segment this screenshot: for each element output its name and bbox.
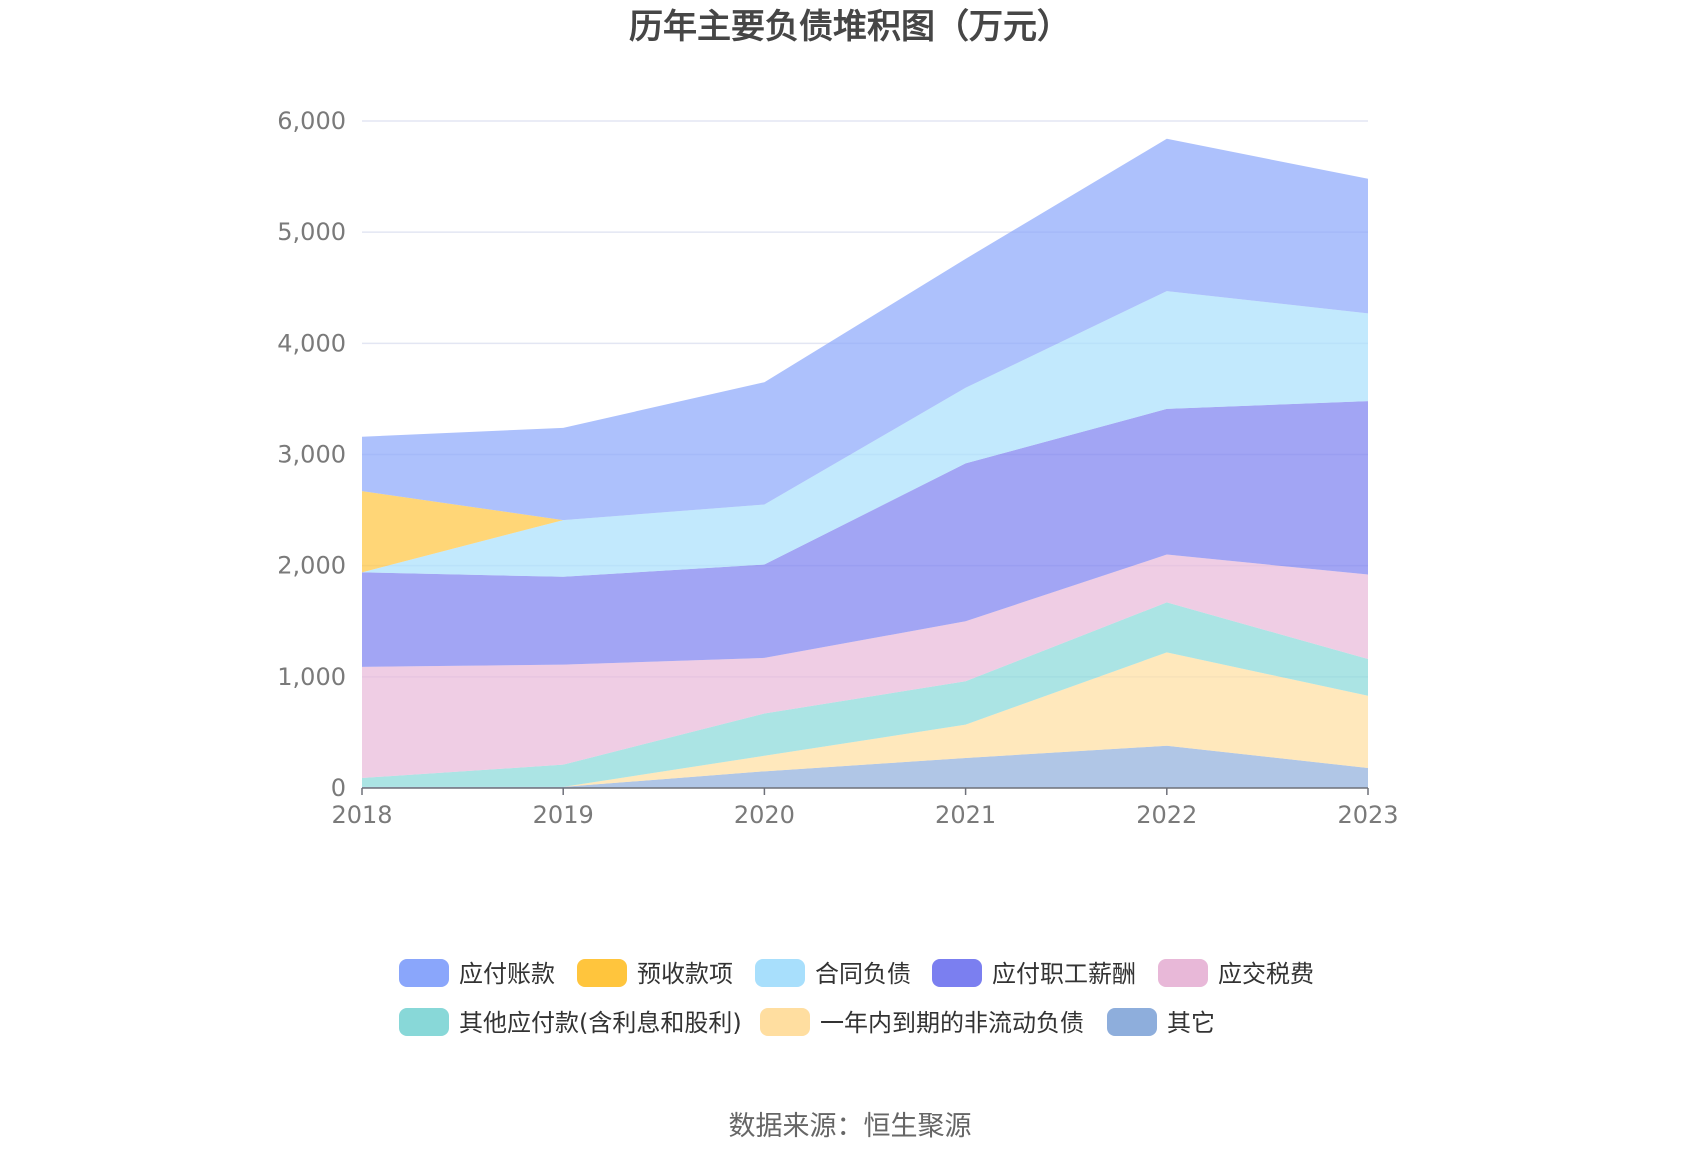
y-tick-label: 2,000 [277, 552, 346, 580]
y-tick-label: 0 [331, 774, 346, 802]
x-tick-label: 2021 [935, 801, 996, 829]
x-tick-label: 2020 [734, 801, 795, 829]
legend-label[interactable]: 预收款项 [637, 960, 733, 988]
x-tick-label: 2018 [331, 801, 392, 829]
legend-label[interactable]: 一年内到期的非流动负债 [820, 1009, 1084, 1037]
legend-swatch[interactable] [577, 959, 627, 987]
legend-swatch[interactable] [755, 959, 805, 987]
y-tick-label: 1,000 [277, 663, 346, 691]
legend-label[interactable]: 应交税费 [1218, 960, 1314, 988]
area-series-4 [362, 401, 1368, 667]
y-tick-label: 3,000 [277, 441, 346, 469]
legend-swatch[interactable] [399, 959, 449, 987]
area-series-3 [362, 554, 1368, 778]
area-series-5 [362, 291, 1368, 577]
y-tick-label: 6,000 [277, 107, 346, 135]
legend-label[interactable]: 应付账款 [459, 960, 555, 988]
area-series-layer [362, 138, 1368, 788]
area-series-0 [362, 745, 1368, 788]
legend-label[interactable]: 其它 [1167, 1009, 1215, 1037]
area-series-2 [362, 602, 1368, 787]
data-source-label: 数据来源：恒生聚源 [729, 1111, 972, 1142]
area-series-6 [362, 291, 1368, 573]
legend-swatch[interactable] [1107, 1008, 1157, 1036]
area-series-1 [362, 652, 1368, 787]
legend-label[interactable]: 其他应付款(含利息和股利) [459, 1009, 742, 1037]
legend-swatch[interactable] [399, 1008, 449, 1036]
x-tick-label: 2019 [533, 801, 594, 829]
chart-title: 历年主要负债堆积图（万元） [629, 7, 1071, 47]
legend-label[interactable]: 合同负债 [815, 960, 911, 988]
axes: 2018 2019 2020 2021 2022 2023 [331, 787, 1399, 829]
area-series-7 [362, 138, 1368, 521]
y-tick-label: 4,000 [277, 329, 346, 357]
y-tick-label: 5,000 [277, 218, 346, 246]
x-tick-label: 2022 [1136, 801, 1197, 829]
x-tick-label: 2023 [1337, 801, 1398, 829]
legend-swatch[interactable] [760, 1008, 810, 1036]
legend-swatch[interactable] [1158, 959, 1208, 987]
legend-swatch[interactable] [932, 959, 982, 987]
legend-label[interactable]: 应付职工薪酬 [992, 960, 1136, 988]
